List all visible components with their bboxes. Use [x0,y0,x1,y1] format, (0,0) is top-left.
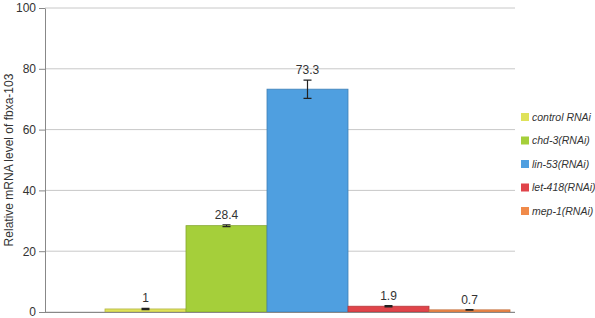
legend-label: let-418(RNAi) [532,181,595,193]
data-label: 1.9 [380,289,397,303]
y-tick: 20 [23,245,45,259]
y-tick: 100 [16,1,45,15]
bar [429,310,510,312]
error-bar [142,308,150,309]
y-tick: 80 [23,62,45,76]
error-bar [223,225,231,227]
chart: 0 20 40 60 80 100 Relative mRNA level of fbxa-… [0,0,595,318]
legend-swatch [521,184,529,192]
legend-label: chd-3(RNAi) [532,134,590,146]
y-tick-mark [39,130,45,131]
y-tick: 60 [23,123,45,137]
error-bar [304,80,312,98]
legend-label: control RNAi [532,111,592,123]
y-tick-mark [39,8,45,9]
bar [348,306,429,312]
legend-item: control RNAi [521,111,592,123]
data-label: 0.7 [461,293,478,307]
y-tick-mark [39,69,45,70]
y-tick-label: 40 [23,184,37,198]
y-axis-line [45,9,46,313]
grid-line [45,8,515,9]
y-tick-label: 0 [29,305,36,318]
y-tick-label: 60 [23,123,37,137]
legend-swatch [521,207,529,215]
error-bar-line [142,308,150,309]
bar [186,226,267,312]
error-bar-line [466,309,474,311]
legend-item: let-418(RNAi) [521,181,595,193]
y-axis: 0 20 40 60 80 100 [16,1,46,318]
error-bar [385,306,393,307]
legend-label: mep-1(RNAi) [532,205,593,217]
legend: control RNAi chd-3(RNAi) lin-53(RNAi) let-4… [521,111,595,217]
legend-swatch [521,160,529,168]
y-tick-mark [39,251,45,252]
legend-swatch [521,137,529,145]
y-tick-label: 80 [23,62,37,76]
grid-line [45,68,515,69]
data-label: 73.3 [296,63,320,77]
bar [267,89,348,312]
legend-swatch [521,113,529,121]
data-label: 1 [142,291,149,305]
y-tick-label: 20 [23,245,37,259]
bar [105,309,186,312]
legend-label: lin-53(RNAi) [532,158,589,170]
y-tick-mark [39,190,45,191]
x-axis [45,312,515,313]
y-tick: 0 [29,305,45,318]
legend-item: mep-1(RNAi) [521,205,593,217]
y-axis-title: Relative mRNA level of fbxa-103 [2,73,16,246]
legend-item: chd-3(RNAi) [521,134,590,146]
data-labels: 1 28.4 73.3 1.9 0.7 [142,63,478,307]
bars [105,89,510,312]
y-tick: 40 [23,184,45,198]
error-bar-line [385,306,393,307]
legend-item: lin-53(RNAi) [521,158,589,170]
error-bars [142,80,474,310]
y-tick-label: 100 [16,1,36,15]
error-bar-line [304,80,312,98]
error-bar-line [223,225,231,227]
grid [45,8,515,312]
y-tick-mark [39,312,45,313]
data-label: 28.4 [215,208,239,222]
error-bar [466,309,474,311]
x-axis-line [45,312,515,313]
